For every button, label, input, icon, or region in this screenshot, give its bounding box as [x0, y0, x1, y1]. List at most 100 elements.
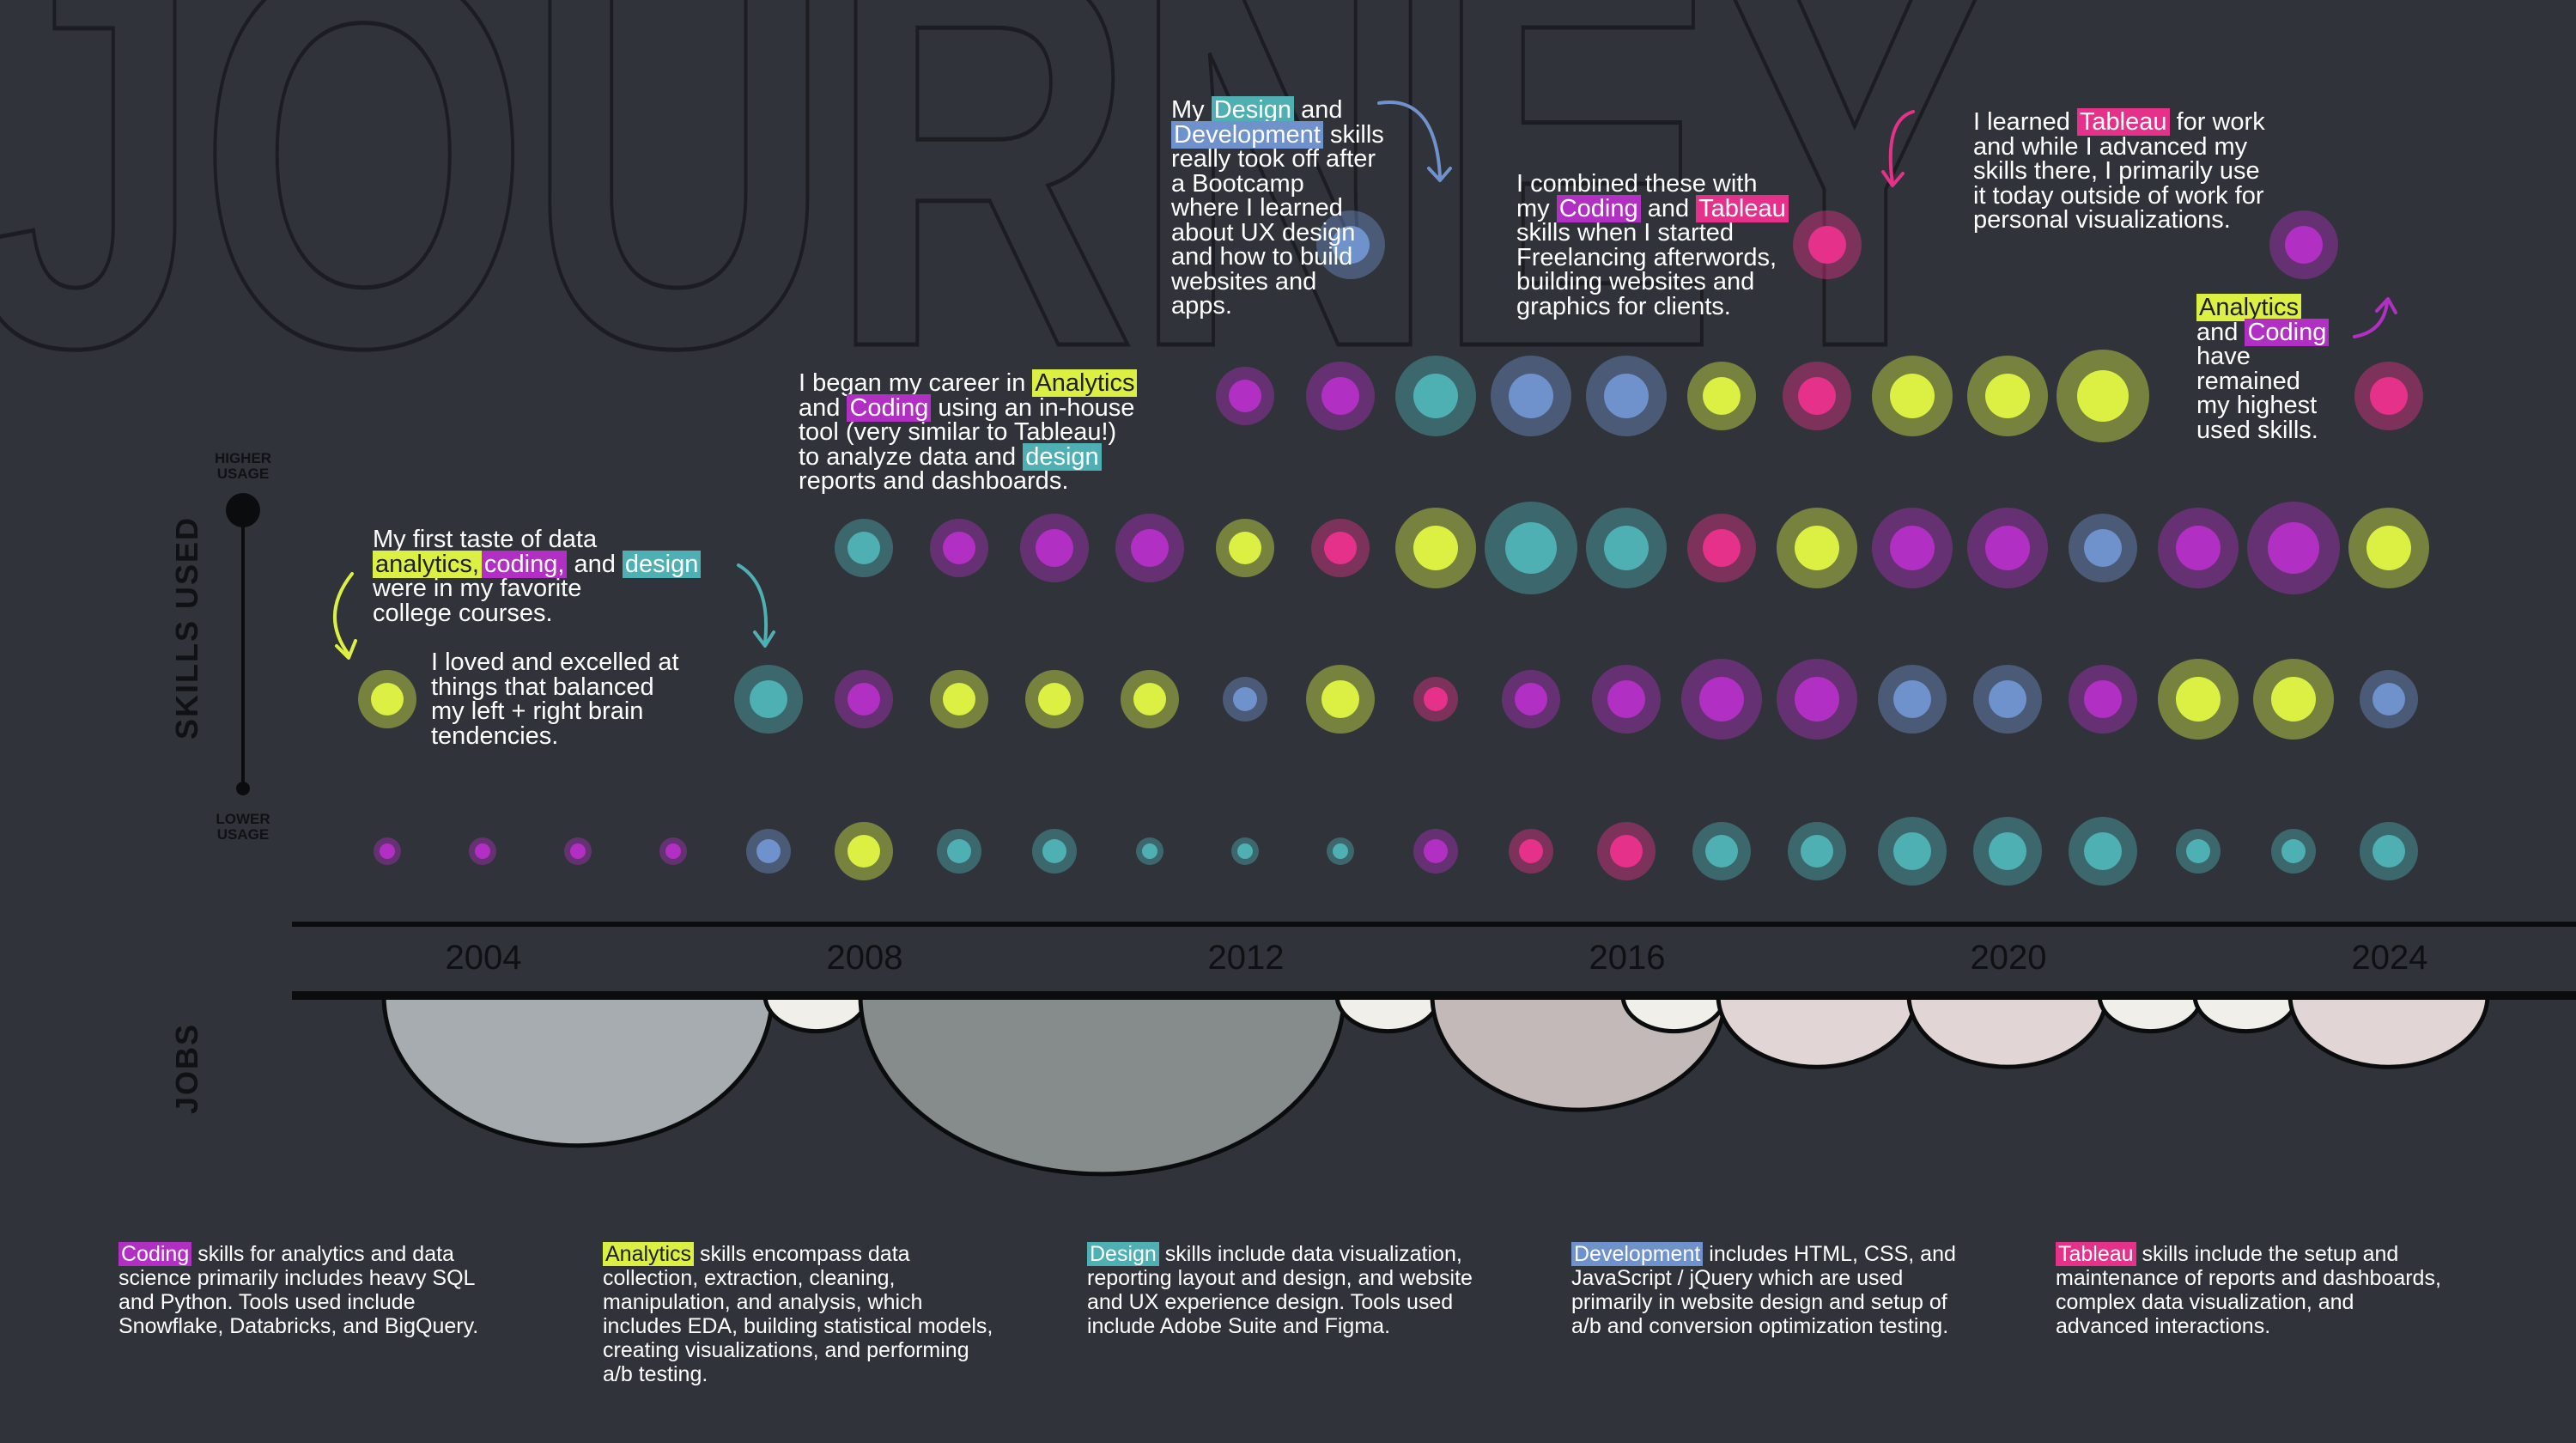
job-arc-1 — [381, 993, 775, 1148]
legend-coding: Coding skills for analytics and data sci… — [118, 1242, 479, 1338]
annotation-bootcamp: My Design and Development skills really … — [1171, 96, 1384, 320]
arrow-current — [2353, 301, 2389, 338]
legend-analytics: Analytics skills encompass data collecti… — [603, 1242, 993, 1386]
dot-rank1-2019 — [1872, 356, 1953, 436]
dot-rank4-2018 — [1788, 822, 1846, 880]
annotation-arrows — [332, 100, 2397, 660]
dot-rank4-2005 — [564, 837, 592, 865]
dot-rank4-2008 — [835, 822, 893, 880]
dot-rank2-2016 — [1586, 508, 1667, 588]
job-arc-2 — [762, 993, 870, 1034]
skills-used-axis-label: SKILLS USED — [169, 515, 204, 740]
year-tick-2020: 2020 — [1970, 939, 2047, 977]
dot-rank1-2018 — [1783, 362, 1851, 430]
dot-rank3-2024 — [2360, 670, 2418, 728]
arrow-current-head — [2375, 297, 2397, 314]
jobs-axis-label: JOBS — [169, 1022, 204, 1114]
annotation-freelance: I combined these with my Coding and Tabl… — [1516, 172, 1789, 319]
dot-rank3-2023 — [2253, 659, 2334, 740]
dot-rank1-2012 — [1216, 367, 1274, 425]
journey-title: JOURNEY — [0, 0, 2000, 461]
arrow-college — [332, 572, 354, 656]
job-arc-4 — [1334, 993, 1442, 1034]
year-tick-2016: 2016 — [1589, 939, 1666, 977]
arrow-excelled-head — [753, 630, 775, 648]
dot-rank3-2022 — [2158, 659, 2239, 740]
annotation-current: Analytics and Coding have remained my hi… — [2196, 294, 2330, 442]
dot-rank2-2023 — [2247, 502, 2340, 594]
dot-rank1-2015 — [1491, 356, 1571, 436]
annotation-excelled: I loved and excelled at things that bala… — [431, 648, 679, 750]
dot-rank4-2017 — [1692, 822, 1751, 880]
dot-rank3-2009 — [930, 670, 988, 728]
dot-rank2-2018 — [1777, 508, 1857, 588]
year-tick-2004: 2004 — [445, 939, 522, 977]
dot-rank2-2011 — [1115, 514, 1184, 582]
dot-rank4-2012 — [1231, 837, 1259, 865]
dot-rank4-2013 — [1327, 837, 1354, 865]
dot-rank4-2016 — [1597, 822, 1656, 880]
skill-dots — [358, 210, 2429, 886]
dot-rank1-2017 — [1687, 362, 1756, 430]
dot-rank2-2017 — [1687, 514, 1756, 582]
dot-rank3-2016 — [1592, 665, 1661, 734]
dot-rank4-2007 — [746, 829, 791, 874]
dot-rank3-2008 — [835, 670, 893, 728]
dot-rank2-2024 — [2348, 508, 2429, 588]
dot-rank3-2013 — [1306, 665, 1375, 734]
dot-rank2-2022 — [2158, 508, 2239, 588]
dot-rank4-2004 — [469, 837, 496, 865]
dot-rank4-2024 — [2360, 822, 2418, 880]
dot-highlight-2013 — [1316, 210, 1385, 279]
arrow-college-head — [335, 639, 357, 660]
legend-development: Development includes HTML, CSS, and Java… — [1571, 1242, 1956, 1338]
dot-rank4-2003 — [374, 837, 401, 865]
dot-rank4-2021 — [2069, 817, 2137, 886]
dot-rank1-2024 — [2354, 362, 2423, 430]
dot-rank4-2011 — [1136, 837, 1163, 865]
dot-rank3-2007 — [734, 665, 803, 734]
arrow-bootcamp-head — [1427, 167, 1452, 182]
dot-rank2-2009 — [930, 519, 988, 577]
dot-rank2-2015 — [1485, 502, 1577, 594]
dot-rank2-2014 — [1395, 508, 1476, 588]
dot-rank2-2008 — [835, 519, 893, 577]
job-arcs — [381, 993, 2490, 1177]
dot-rank4-2023 — [2271, 829, 2316, 874]
dot-rank3-2003 — [358, 670, 416, 728]
dot-rank1-2013 — [1306, 362, 1375, 430]
job-arc-8 — [1716, 993, 1918, 1069]
lower-usage-label: LOWER USAGE — [216, 811, 270, 843]
dot-rank2-2019 — [1872, 508, 1953, 588]
job-arc-11 — [2192, 993, 2300, 1034]
legend-tableau: Tableau skills include the setup and mai… — [2056, 1242, 2441, 1338]
job-arc-3 — [858, 993, 1346, 1177]
annotation-college: My first taste of data analytics, coding,… — [373, 527, 702, 625]
dot-rank3-2021 — [2069, 665, 2137, 734]
year-tick-2012: 2012 — [1207, 939, 1285, 977]
dot-rank4-2014 — [1413, 829, 1458, 874]
dot-rank3-2019 — [1878, 665, 1947, 734]
job-arc-9 — [1906, 993, 2109, 1069]
dot-rank2-2010 — [1020, 514, 1089, 582]
dot-rank3-2018 — [1777, 659, 1857, 740]
dot-rank4-2009 — [937, 829, 981, 874]
dot-highlight-2023 — [2269, 210, 2338, 279]
dot-rank4-2015 — [1509, 829, 1553, 874]
higher-usage-label: HIGHER USAGE — [214, 450, 272, 482]
arrow-tableau — [1888, 110, 1915, 186]
dot-highlight-2018 — [1793, 210, 1862, 279]
dot-rank2-2021 — [2069, 514, 2137, 582]
arrow-tableau-head — [1881, 170, 1905, 187]
dot-rank3-2020 — [1973, 665, 2042, 734]
dot-rank1-2016 — [1586, 356, 1667, 436]
dot-rank4-2022 — [2176, 829, 2221, 874]
arrow-bootcamp — [1377, 100, 1442, 179]
legend-design: Design skills include data visualization… — [1087, 1242, 1473, 1338]
dot-rank3-2017 — [1681, 659, 1762, 740]
dot-rank3-2015 — [1502, 670, 1560, 728]
dot-rank1-2020 — [1967, 356, 2048, 436]
job-arc-12 — [2287, 993, 2490, 1069]
dot-rank3-2010 — [1025, 670, 1084, 728]
